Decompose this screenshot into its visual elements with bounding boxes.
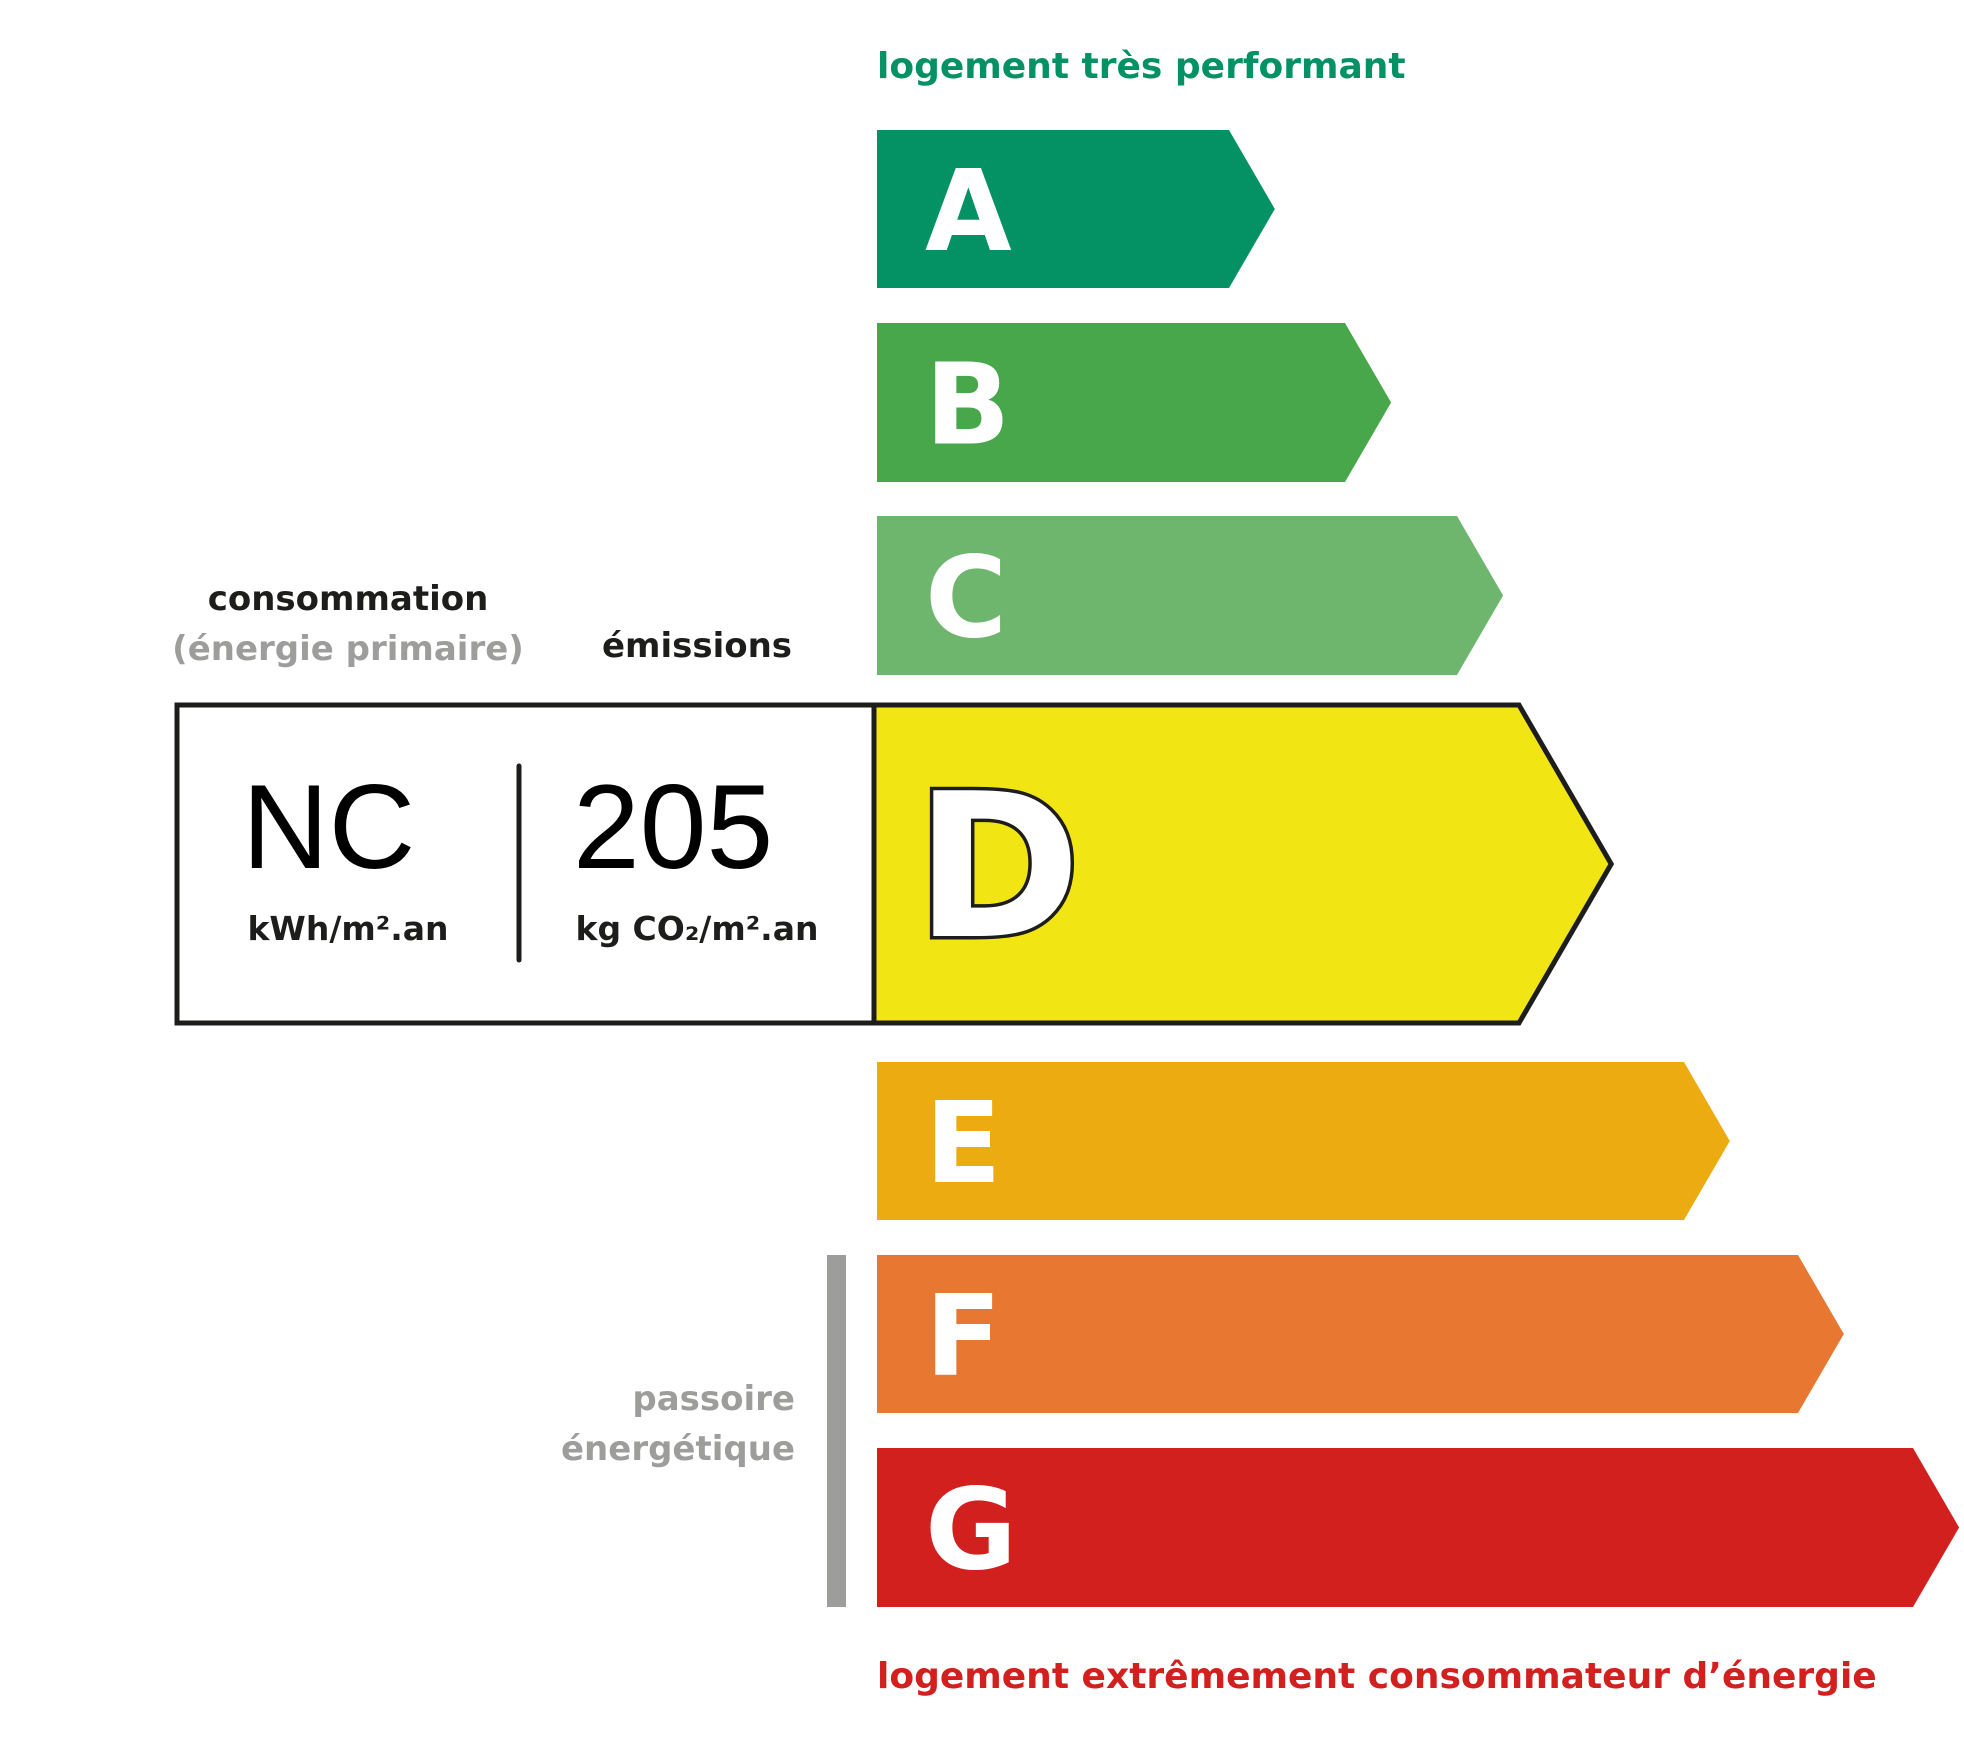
class-letter-a: A: [925, 147, 1012, 277]
consumption-value: NC: [242, 760, 415, 894]
class-bar-b: [877, 323, 1392, 482]
class-letter-e: E: [925, 1079, 1002, 1209]
class-letter-f: F: [925, 1272, 1002, 1402]
emissions-unit: kg CO₂/m².an: [576, 909, 819, 948]
passoire-bar: [827, 1255, 846, 1607]
passoire-line1: passoire: [632, 1379, 795, 1419]
class-bar-e: [877, 1062, 1730, 1220]
class-letter-b: B: [925, 341, 1010, 471]
consumption-title: consommation: [208, 579, 489, 619]
consumption-unit: kWh/m².an: [247, 909, 448, 948]
emissions-title: émissions: [602, 626, 792, 666]
values-box: [174, 702, 877, 1026]
class-bar-g: [877, 1448, 1960, 1607]
emissions-value: 205: [573, 760, 773, 894]
class-bar-c: [877, 516, 1504, 675]
class-bar-a: [877, 130, 1275, 288]
class-letter-d: D: [915, 751, 1081, 984]
class-letter-g: G: [925, 1466, 1017, 1596]
bottom-label: logement extrêmement consommateur d’éner…: [877, 1656, 1877, 1697]
passoire-line2: énergétique: [561, 1429, 795, 1469]
class-letter-c: C: [925, 534, 1007, 664]
class-bar-f: [877, 1255, 1844, 1413]
top-label: logement très performant: [877, 46, 1406, 87]
consumption-subtitle: (énergie primaire): [172, 629, 524, 669]
